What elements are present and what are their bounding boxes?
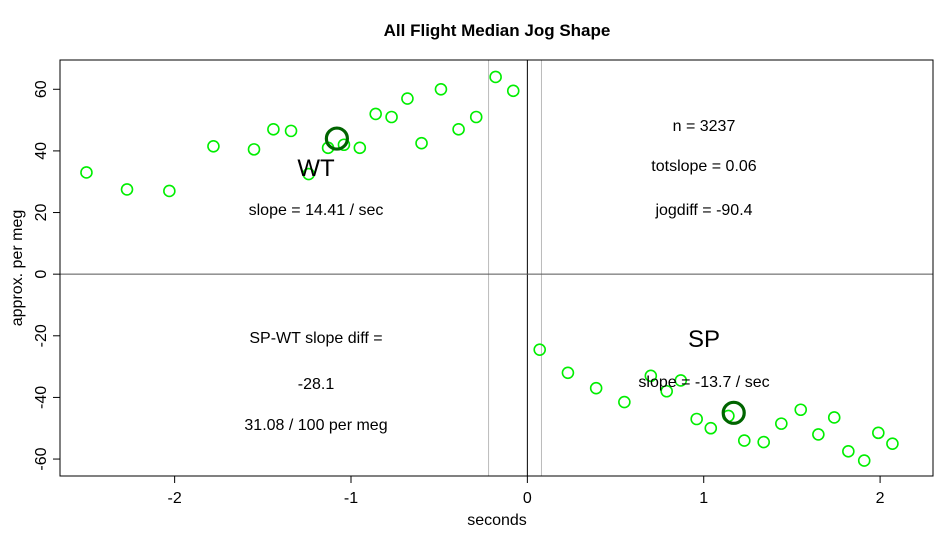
sp-point-14: [812, 428, 825, 441]
sp-point-12: [775, 417, 788, 430]
sp-point-17: [857, 454, 871, 467]
totslope: totslope = 0.06: [651, 158, 757, 175]
y-axis-label: approx. per meg: [9, 210, 26, 327]
plot-frame: [59, 59, 934, 477]
sp-point-1: [561, 366, 575, 380]
sp-slope: slope = -13.7 / sec: [638, 374, 769, 391]
wt-slope: slope = 14.41 / sec: [249, 202, 384, 219]
sp-point-2: [589, 381, 603, 395]
wt-point-15: [434, 82, 448, 96]
reference-lines: [60, 60, 933, 476]
y-tick-label-3: 0: [33, 270, 50, 279]
slope-diff-label: SP-WT slope diff =: [249, 330, 382, 347]
sp-point-16: [842, 445, 855, 458]
wt-point-19: [506, 84, 520, 98]
wt-median-marker: [324, 126, 349, 151]
y-axis: -60 -40 -20 0 20 40 60: [33, 80, 60, 471]
y-tick-label-6: 60: [33, 80, 50, 98]
sp-point-19: [886, 437, 899, 450]
x-axis-label: seconds: [467, 512, 527, 529]
wt-point-11: [369, 107, 382, 121]
wt-point-6: [284, 124, 298, 138]
wt-point-12: [385, 110, 398, 124]
y-tick-label-4: 20: [33, 204, 50, 222]
sp-point-11: [757, 435, 770, 449]
y-tick-label-2: -20: [33, 324, 50, 347]
x-tick-label-2: 0: [523, 490, 532, 507]
sp-point-4: [644, 369, 658, 383]
y-tick-label-5: 40: [33, 142, 50, 160]
median-markers: [324, 126, 746, 425]
wt-point-14: [415, 136, 428, 150]
x-tick-label-0: -2: [168, 490, 182, 507]
wt-point-4: [247, 143, 261, 156]
wt-point-2: [163, 184, 176, 198]
jogdiff: jogdiff = -90.4: [654, 202, 752, 219]
chart-title: All Flight Median Jog Shape: [384, 21, 611, 40]
per-meg: 31.08 / 100 per meg: [244, 417, 387, 434]
x-axis: -2 -1 0 1 2: [168, 476, 885, 507]
wt-label: WT: [297, 155, 335, 182]
wt-point-9: [337, 138, 351, 152]
wt-point-10: [353, 141, 367, 155]
n-count: n = 3237: [673, 118, 736, 135]
wt-point-13: [401, 92, 414, 105]
wt-point-5: [267, 123, 280, 136]
wt-point-0: [80, 166, 93, 179]
slope-diff-value: -28.1: [298, 376, 335, 393]
y-tick-label-1: -40: [33, 386, 50, 409]
sp-points: [533, 343, 899, 467]
sp-point-3: [618, 395, 631, 409]
sp-label: SP: [688, 326, 720, 353]
wt-point-1: [120, 183, 134, 196]
y-tick-label-0: -60: [33, 447, 50, 470]
sp-point-8: [704, 421, 718, 435]
wt-point-16: [452, 123, 465, 136]
wt-point-18: [489, 70, 502, 84]
wt-point-7: [302, 167, 315, 181]
sp-point-5: [660, 384, 673, 398]
sp-point-0: [533, 343, 547, 356]
sp-point-6: [674, 374, 688, 387]
wt-point-17: [469, 110, 483, 124]
sp-point-13: [794, 403, 808, 417]
wt-point-3: [207, 139, 220, 153]
sp-point-18: [872, 426, 885, 440]
x-tick-label-3: 1: [699, 490, 708, 507]
sp-point-10: [737, 434, 751, 447]
sp-point-7: [690, 412, 703, 426]
wt-points: [80, 70, 520, 198]
x-tick-label-4: 2: [876, 490, 885, 507]
sp-point-15: [827, 411, 841, 424]
x-tick-label-1: -1: [344, 490, 358, 507]
sp-median-marker: [721, 400, 746, 425]
